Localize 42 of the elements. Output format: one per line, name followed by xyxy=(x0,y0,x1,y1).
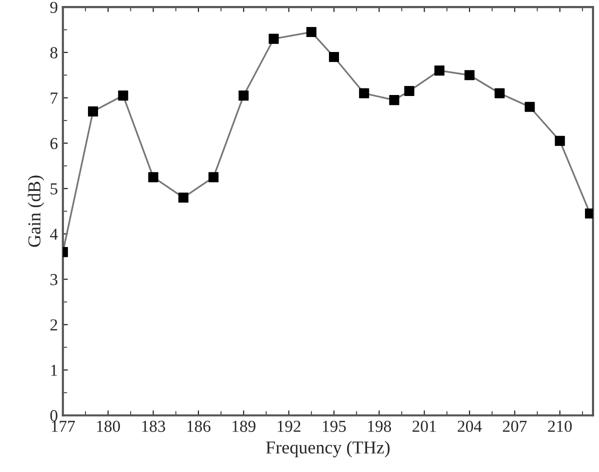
point xyxy=(268,34,279,44)
y-tick-label: 3 xyxy=(50,274,58,286)
point xyxy=(178,192,188,203)
point xyxy=(328,52,340,62)
point xyxy=(524,102,535,112)
y-axis-title: Gain (dB) xyxy=(28,176,44,247)
y-tick-label: 8 xyxy=(50,47,58,58)
x-tick-label: 183 xyxy=(142,420,166,432)
x-tick-label: 189 xyxy=(232,420,256,432)
point xyxy=(464,70,475,80)
point xyxy=(118,90,128,101)
point xyxy=(404,86,414,96)
x-tick-label: 192 xyxy=(278,420,300,432)
y-tick-label: 0 xyxy=(50,410,58,422)
point xyxy=(494,88,505,98)
x-tick-label: 210 xyxy=(548,420,572,432)
y-tick-label: 4 xyxy=(50,228,58,240)
point xyxy=(238,90,249,101)
y-tick-label: 2 xyxy=(50,319,58,330)
x-tick-label: 180 xyxy=(97,420,120,432)
point xyxy=(148,172,158,182)
point xyxy=(306,26,316,38)
point xyxy=(208,172,219,182)
point xyxy=(88,106,98,116)
point xyxy=(359,88,370,98)
x-tick-label: 198 xyxy=(368,420,392,432)
x-tick-label: 177 xyxy=(52,420,75,432)
y-tick-label: 5 xyxy=(50,183,58,194)
x-tick-label: 204 xyxy=(458,420,482,432)
x-tick-label: 186 xyxy=(187,420,210,432)
point xyxy=(434,66,444,76)
y-tick-label: 7 xyxy=(50,92,58,104)
x-tick-label: 207 xyxy=(502,420,527,432)
y-tick-label: 1 xyxy=(51,364,58,376)
x-tick-label: 201 xyxy=(412,420,436,432)
x-axis-title: Frequency (THz) xyxy=(266,440,390,458)
x-tick-label: 195 xyxy=(322,420,346,432)
point xyxy=(554,136,565,146)
point xyxy=(584,208,594,219)
point xyxy=(389,95,400,106)
y-tick-label: 6 xyxy=(50,138,58,150)
y-tick-label: 9 xyxy=(50,2,58,14)
